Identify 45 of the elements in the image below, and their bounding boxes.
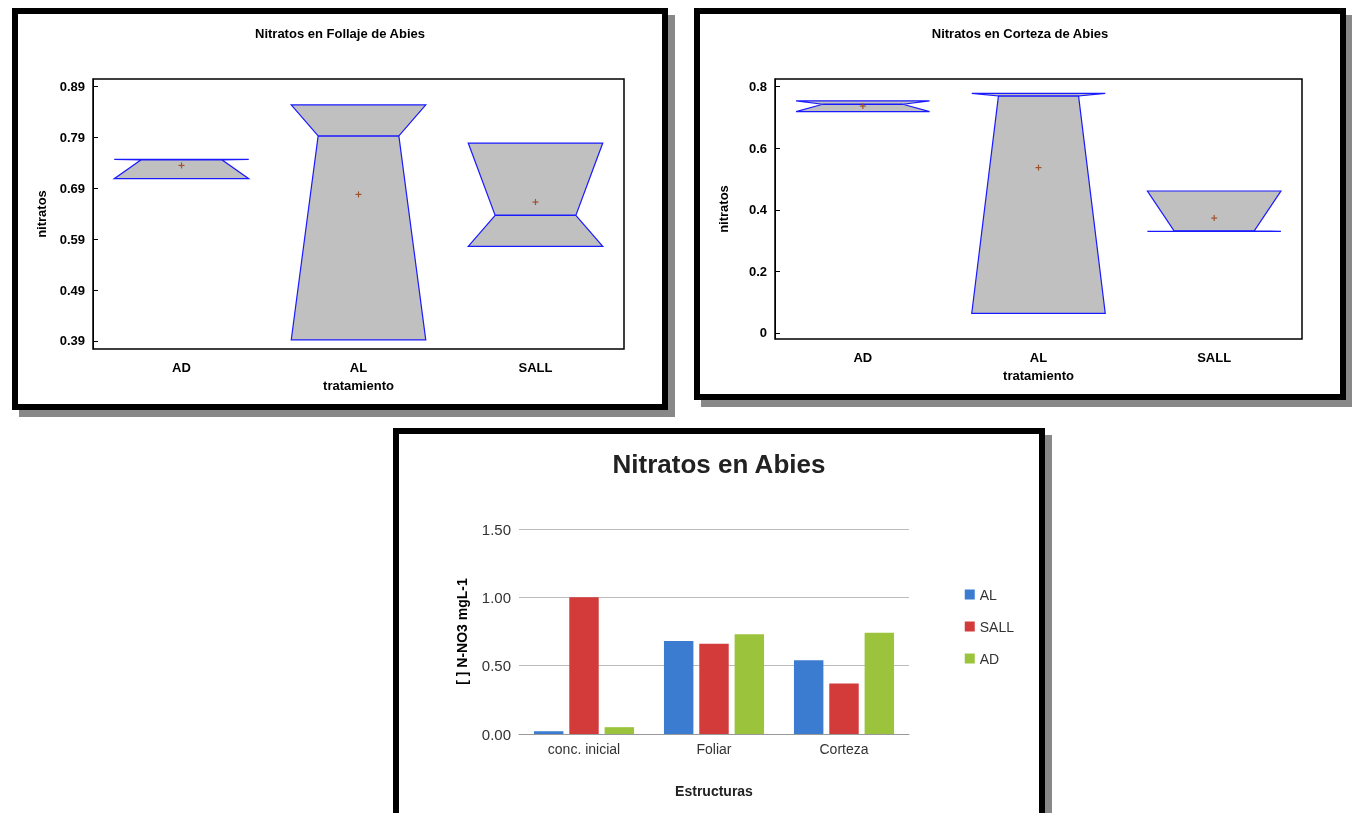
legend-label: AL xyxy=(979,586,998,603)
x-tick-label: Foliar xyxy=(696,741,732,757)
x-tick-label: AD xyxy=(853,350,873,365)
y-tick-label: 1.00 xyxy=(481,588,511,606)
y-tick-label: 0.59 xyxy=(59,231,85,247)
y-tick-label: 0.6 xyxy=(748,140,767,156)
x-axis-title: Estructuras xyxy=(675,783,754,799)
y-tick-label: 0.2 xyxy=(748,263,767,279)
bar xyxy=(734,634,765,734)
bar xyxy=(793,660,824,734)
y-tick-label: 0.89 xyxy=(59,79,85,95)
x-tick-label: SALL xyxy=(1197,350,1232,365)
bar xyxy=(663,641,694,734)
bar xyxy=(829,683,859,734)
y-tick-label: 1.50 xyxy=(481,520,511,538)
bar xyxy=(533,731,564,734)
y-axis-title: nitratos xyxy=(716,185,731,233)
x-tick-label: AL xyxy=(1029,350,1048,365)
x-axis-title: tratamiento xyxy=(323,378,394,393)
x-tick-label: AL xyxy=(349,360,368,375)
chart-title: Nitratos en Follaje de Abies xyxy=(254,26,426,41)
x-tick-label: Corteza xyxy=(819,741,869,757)
y-tick-label: 0.8 xyxy=(748,79,767,95)
y-tick-label: 0.79 xyxy=(59,129,85,145)
legend-label: AD xyxy=(979,650,1000,667)
chart-title: Nitratos en Abies xyxy=(612,449,826,479)
bar xyxy=(569,597,599,734)
y-axis-title: [ ] N-NO3 mgL-1 xyxy=(454,578,470,685)
y-tick-label: 0.69 xyxy=(59,180,85,196)
y-tick-label: 0.00 xyxy=(481,725,511,743)
y-tick-label: 0.50 xyxy=(481,657,511,675)
x-tick-label: AD xyxy=(172,360,191,375)
y-axis-title: nitratos xyxy=(34,190,49,238)
bar xyxy=(699,643,729,734)
chart-title: Nitratos en Corteza de Abies xyxy=(931,26,1109,41)
x-tick-label: conc. inicial xyxy=(547,741,621,757)
x-axis-title: tratamiento xyxy=(1003,368,1074,383)
legend-label: SALL xyxy=(979,618,1015,635)
y-tick-label: 0.49 xyxy=(59,282,85,298)
y-tick-label: 0.39 xyxy=(59,333,85,349)
x-tick-label: SALL xyxy=(518,360,553,375)
bar xyxy=(864,632,895,734)
bar xyxy=(604,727,635,734)
y-tick-label: 0 xyxy=(759,325,767,341)
y-tick-label: 0.4 xyxy=(748,202,768,218)
